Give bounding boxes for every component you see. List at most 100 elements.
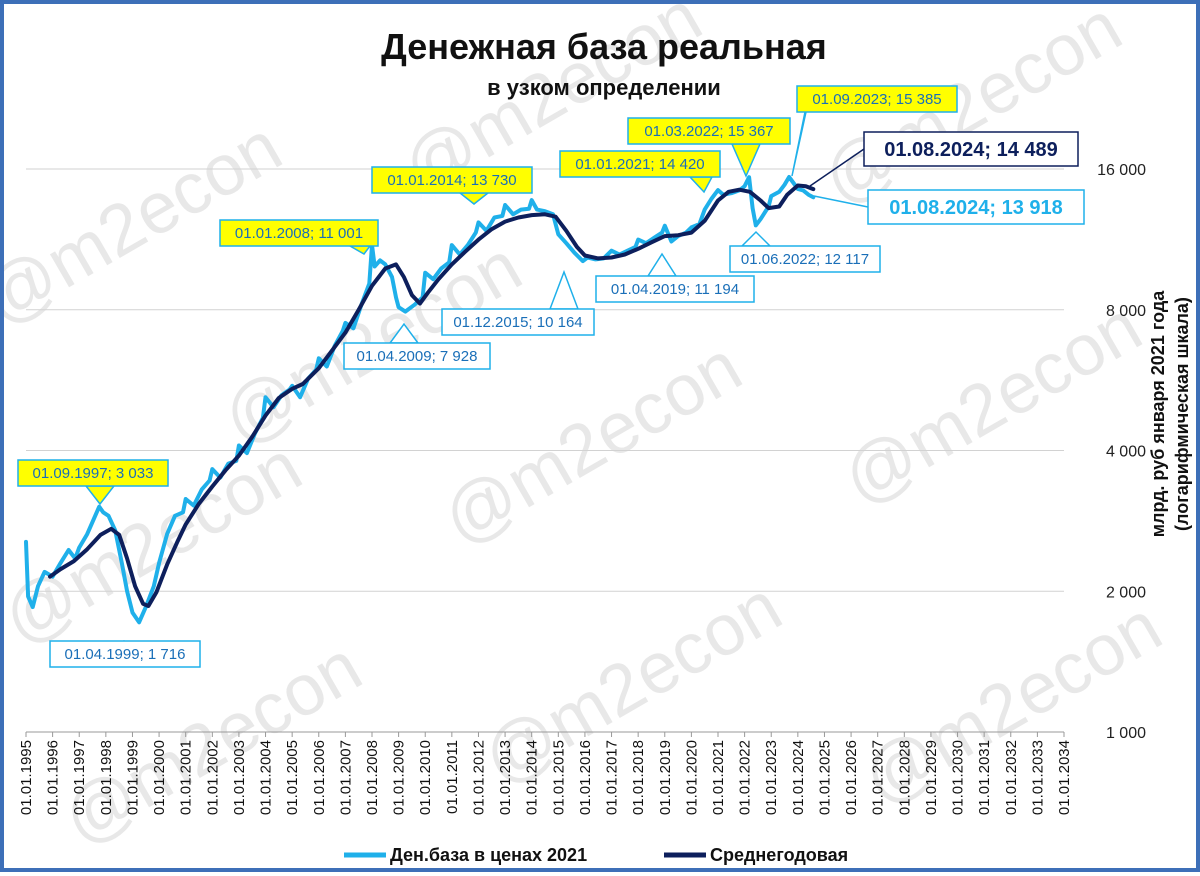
annotation-callout: 01.04.2019; 11 194 [595,252,755,303]
annotation-box [559,150,721,178]
x-tick-label: 01.01.2013 [497,740,514,815]
x-tick-label: 01.01.2025 [816,740,833,815]
annotation-callout: 01.01.2008; 11 001 [219,219,379,255]
annotation-box [371,166,533,194]
x-tick-label: 01.01.2029 [923,740,940,815]
annotation-pointer [646,252,678,277]
x-tick-label: 01.01.1995 [18,740,35,815]
annotation-box [863,131,1079,167]
annotation-callout: 01.09.2023; 15 385 [791,85,958,177]
annotation-leader [813,195,869,208]
annotation-box [343,342,491,370]
annotation-callout: 01.08.2024; 14 489 [809,131,1079,187]
x-tick-label: 01.01.2026 [843,740,860,815]
chart-subtitle: в узком определении [487,75,721,100]
x-tick-label: 01.01.2016 [577,740,594,815]
annotation-leader [809,148,865,187]
y-tick-labels: 1 000 2 000 4 000 8 000 16 000 [1097,162,1146,742]
x-tick-label: 01.01.2003 [231,740,248,815]
x-tick-label: 01.01.2028 [896,740,913,815]
y-tick-label: 1 000 [1106,725,1146,742]
x-tick-label: 01.01.2034 [1056,740,1073,815]
x-tick-label: 01.01.2027 [870,740,887,815]
x-tick-label: 01.01.2024 [790,740,807,815]
annotation-pointer [740,230,772,247]
annotation-box [441,308,595,336]
x-tick-label: 01.01.2002 [204,740,221,815]
x-tick-label: 01.01.2020 [683,740,700,815]
x-tick-labels: 01.01.1995 01.01.1996 01.01.1997 01.01.1998… [18,732,1073,815]
x-tick-label: 01.01.2018 [630,740,647,815]
x-tick-label: 01.01.2022 [737,740,754,815]
annotation-label: 01.09.2023; 15 385 [812,91,941,108]
x-tick-label: 01.01.2021 [710,740,727,815]
annotation-box [595,275,755,303]
x-tick-label: 01.01.2001 [178,740,195,815]
y-axis-label-line1: млрд. руб января 2021 года [1148,290,1168,538]
annotation-label: 01.04.2019; 11 194 [611,281,739,298]
annotation-label: 01.08.2024; 14 489 [884,139,1058,161]
annotation-callout: 01.03.2022; 15 367 [627,117,791,178]
x-tick-label: 01.01.1996 [45,740,62,815]
x-tick-label: 01.01.1997 [71,740,88,815]
annotation-callout: 01.04.1999; 1 716 [49,639,201,668]
x-tick-label: 01.01.2010 [417,740,434,815]
x-tick-label: 01.01.1998 [98,740,115,815]
y-axis-label: млрд. руб января 2021 года (логарифмичес… [1148,290,1192,538]
annotation-callout: 01.08.2024; 13 918 [813,189,1085,225]
annotation-box [17,459,169,487]
legend: Ден.база в ценах 2021 Среднегодовая [344,845,848,865]
annotation-callout: 01.04.2009; 7 928 [343,322,491,370]
x-tick-label: 01.01.2033 [1029,740,1046,815]
chart-svg: @m2econ@m2econ @m2econ@m2econ @m2econ @m2ec… [4,4,1192,865]
x-tick-label: 01.01.1999 [124,740,141,815]
series-layer [24,175,816,625]
annotation-callout: 01.01.2021; 14 420 [559,150,721,194]
annotation-label: 01.01.2021; 14 420 [575,156,704,173]
x-tick-label: 01.01.2009 [391,740,408,815]
annotation-pointer [791,111,807,177]
annotation-pointer [730,143,762,178]
annotation-label: 01.08.2024; 13 918 [889,197,1063,219]
x-tick-label: 01.01.2023 [763,740,780,815]
annotation-pointer [347,245,372,255]
x-tick-label: 01.01.2012 [470,740,487,815]
x-tick-label: 01.01.2019 [657,740,674,815]
x-tick-label: 01.01.2015 [550,740,567,815]
annotation-label: 01.01.2014; 13 730 [387,172,516,189]
x-tick-label: 01.01.2017 [604,740,621,815]
x-tick-label: 01.01.2000 [151,740,168,815]
x-tick-label: 01.01.2014 [524,740,541,815]
annotation-pointer [457,192,491,205]
legend-label-average: Среднегодовая [710,845,848,865]
annotation-label: 01.01.2008; 11 001 [235,225,363,242]
annotation-box [627,117,791,145]
y-tick-label: 16 000 [1097,162,1146,179]
legend-label-nominal: Ден.база в ценах 2021 [390,845,587,865]
annotation-callout: 01.01.2014; 13 730 [371,166,533,205]
x-tick-label: 01.01.2007 [337,740,354,815]
annotation-label: 01.06.2022; 12 117 [741,251,869,268]
annotation-callout: 01.06.2022; 12 117 [729,230,881,273]
x-tick-label: 01.01.2030 [950,740,967,815]
x-tick-label: 01.01.2011 [444,740,461,814]
x-tick-label: 01.01.2006 [311,740,328,815]
annotation-label: 01.09.1997; 3 033 [33,465,154,482]
annotation-callout: 01.12.2015; 10 164 [441,269,595,336]
annotation-label: 01.12.2015; 10 164 [453,314,582,331]
annotation-callout: 01.09.1997; 3 033 [17,459,169,506]
annotation-pointer [688,176,714,194]
annotation-label: 01.03.2022; 15 367 [644,123,773,140]
x-tick-label: 01.01.2031 [976,740,993,815]
watermark-text: @m2econ [829,286,1154,520]
annotation-pointer [84,485,116,506]
annotation-box [796,85,958,113]
y-tick-label: 8 000 [1106,303,1146,320]
annotation-label: 01.04.2009; 7 928 [357,348,478,365]
x-tick-label: 01.01.2005 [284,740,301,815]
annotations-layer: 01.09.1997; 3 033 01.04.1999; 1 716 01.01.… [17,85,1085,668]
x-tick-label: 01.01.2008 [364,740,381,815]
series-line-average [48,183,816,608]
x-tick-label: 01.01.2032 [1003,740,1020,815]
